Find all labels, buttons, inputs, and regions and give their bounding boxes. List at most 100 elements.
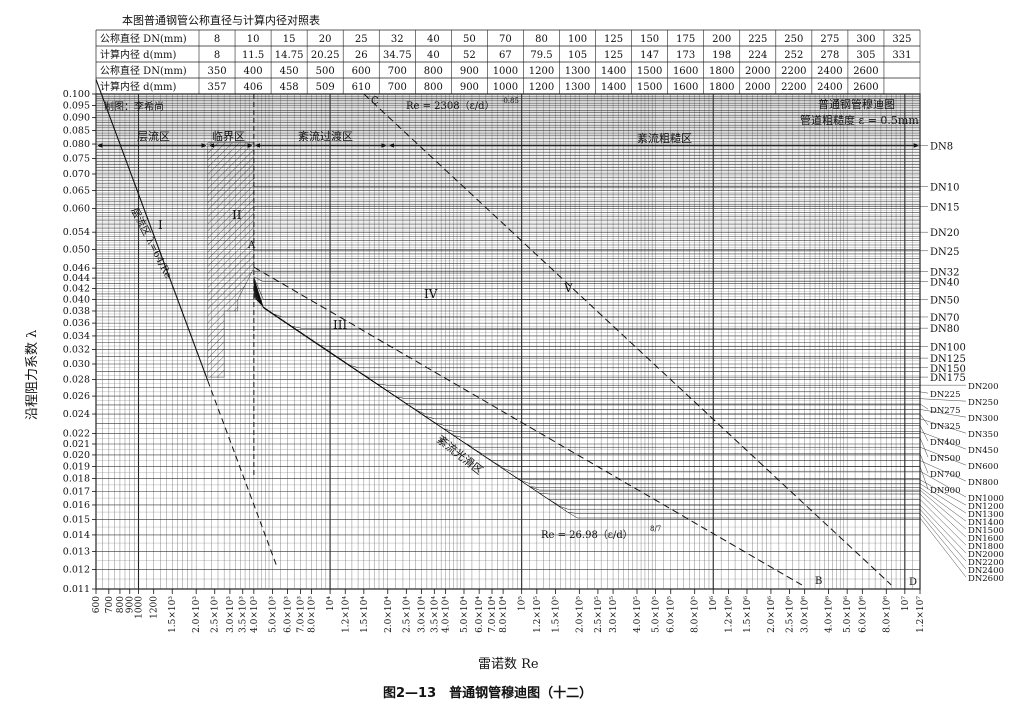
y-tick-label: 0.034 [63, 331, 90, 342]
x-tick-label: 4.0×10⁶ [825, 596, 835, 633]
table-cell: 900 [460, 66, 479, 77]
x-tick-label: 2.5×10⁵ [594, 596, 604, 633]
x-tick-label: 2.5×10⁶ [785, 596, 795, 633]
x-tick-label: 4.0×10⁵ [633, 596, 643, 633]
table-cell: 125 [604, 50, 623, 61]
table-cell: 1500 [637, 66, 662, 77]
table-cell: 40 [427, 34, 440, 45]
table-cell: 1400 [601, 82, 626, 93]
x-tick-label: 3.0×10³ [226, 596, 236, 633]
y-tick-label: 0.095 [63, 101, 90, 112]
dn-curve-dn2000 [253, 294, 920, 506]
dn-label-dn175: DN175 [930, 373, 966, 384]
dn-curve-dn125 [253, 279, 920, 359]
y-tick-label: 0.070 [63, 169, 90, 180]
x-tick-label: 10⁵ [518, 596, 528, 611]
table-cell: 331 [892, 50, 911, 61]
dn-curve-dn2200 [253, 295, 920, 510]
formula-b: Re = 26.98（ε/d） [541, 529, 633, 541]
table-cell: 1600 [673, 66, 698, 77]
x-tick-label: 6.0×10⁶ [858, 596, 868, 633]
table-cell: 10 [247, 34, 260, 45]
table-cell: 700 [388, 66, 407, 77]
dn-label-dn1000: DN1000 [968, 494, 1004, 504]
dn-curve-dn800 [253, 289, 920, 461]
table-cell: 278 [820, 50, 839, 61]
dn-label-dn10: DN10 [930, 183, 960, 194]
dn-leader [919, 460, 967, 482]
table-cell: 600 [352, 66, 371, 77]
dn-leader [919, 447, 967, 466]
table-cell: 1500 [637, 82, 662, 93]
y-tick-label: 0.022 [63, 429, 90, 440]
x-tick-label: 5.0×10⁵ [652, 596, 662, 633]
x-tick-label: 4.0×10³ [250, 596, 260, 633]
x-tick-label: 3.0×10⁴ [417, 596, 427, 633]
table-cell: 125 [604, 34, 623, 45]
zone-transition-label: 紊流过渡区 [298, 129, 353, 143]
x-tick-label: 600 [92, 596, 102, 613]
zone-critical-label: 临界区 [212, 129, 245, 143]
x-tick-label: 2.0×10³ [192, 596, 202, 633]
dn-label-dn20: DN20 [930, 228, 960, 239]
y-tick-label: 0.017 [63, 486, 90, 497]
table-cell: 2200 [781, 82, 806, 93]
dn-leader [919, 437, 929, 458]
x-tick-label: 1.5×10⁴ [360, 596, 370, 633]
x-tick-label: 5.0×10³ [268, 596, 278, 633]
table-cell: 305 [856, 50, 875, 61]
dn-leader [919, 509, 967, 562]
formula-c-exp: -0.85 [501, 97, 519, 105]
table-cell: 14.75 [275, 50, 304, 61]
y-tick-label: 0.100 [63, 89, 90, 100]
y-tick-label: 0.065 [63, 186, 90, 197]
dn-curve-dn40 [253, 276, 920, 282]
dn-curve-dn2600 [253, 296, 920, 519]
dn-label-dn450: DN450 [968, 446, 998, 456]
zone-boundaries [95, 79, 919, 586]
dn-curves [253, 145, 920, 519]
y-tick-label: 0.046 [63, 263, 90, 274]
chart-title-right: 普通钢管穆迪图 [818, 97, 895, 111]
x-tick-label: 1.5×10⁵ [551, 596, 561, 633]
dn-leader [919, 483, 967, 514]
x-tick-label: 1.2×10⁵ [533, 596, 543, 633]
y-tick-label: 0.050 [63, 244, 90, 255]
table-cell: 8 [214, 50, 220, 61]
table-cell: 50 [463, 34, 476, 45]
x-tick-label: 8.0×10⁴ [499, 596, 509, 633]
roman-I: I [158, 218, 163, 232]
x-tick-label: 6.0×10³ [284, 596, 294, 633]
x-tick-label: 10⁶ [709, 596, 719, 611]
roman-IV: IV [424, 287, 438, 301]
dn-curve-dn225 [253, 282, 920, 393]
table-cell: 509 [316, 82, 335, 93]
dn-label-dn2400: DN2400 [968, 566, 1004, 576]
dn-label-dn32: DN32 [930, 268, 960, 279]
dn-label-dn325: DN325 [930, 422, 960, 432]
dn-label-dn600: DN600 [968, 462, 998, 472]
point-C: C [371, 96, 379, 107]
roman-III: III [333, 318, 347, 332]
dn-leader [919, 504, 967, 554]
dn-leader [919, 493, 967, 538]
table-cell: 1800 [709, 82, 734, 93]
x-tick-label: 2.5×10⁴ [402, 596, 412, 633]
dn-leader [919, 403, 929, 410]
dn-leader [919, 479, 967, 506]
table-cell: 32 [391, 34, 404, 45]
table-cell: 2000 [745, 82, 770, 93]
x-tick-label: 3.5×10³ [239, 596, 249, 633]
table-cell: 1000 [493, 66, 518, 77]
dn-curve-dn250 [253, 282, 920, 399]
x-tick-label: 6.0×10⁵ [667, 596, 677, 633]
dn-label-dn80: DN80 [930, 324, 960, 335]
x-tick-label: 1000 [135, 596, 145, 619]
dn-leader [919, 418, 967, 434]
dn-label-dn70: DN70 [930, 313, 960, 324]
dn-label-dn2600: DN2600 [968, 574, 1004, 584]
point-A: A [247, 240, 256, 251]
zone-laminar-label: 层流区 [137, 129, 170, 143]
